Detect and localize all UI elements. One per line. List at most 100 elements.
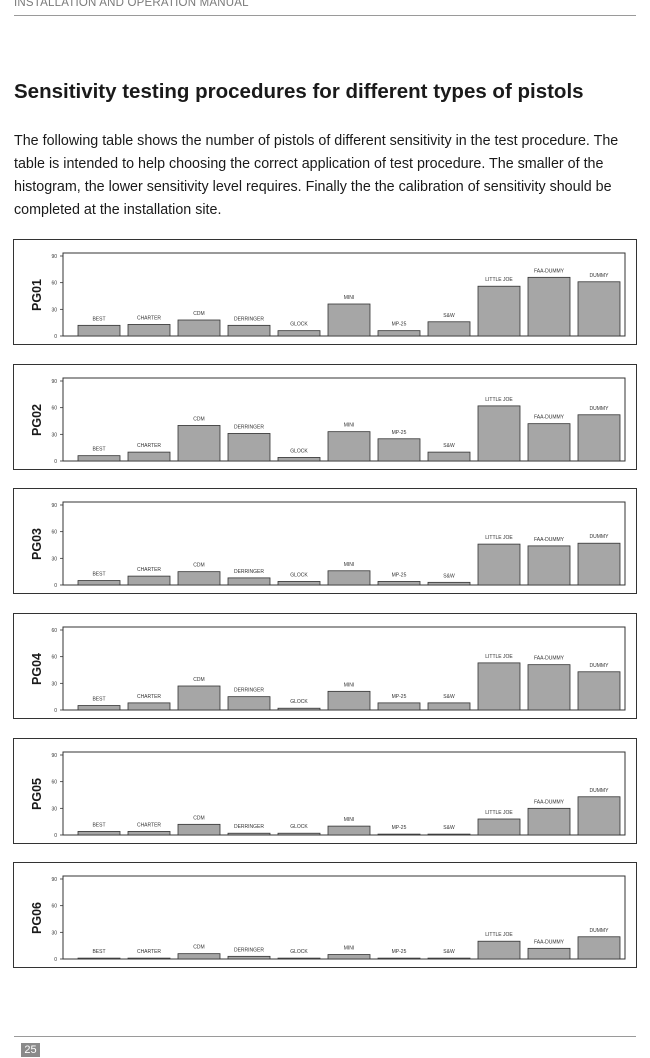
bar-faa-dummy (527, 423, 571, 462)
bar-little-joe (477, 543, 521, 586)
bar-faa-dummy (527, 545, 571, 586)
bar-label: DUMMY (590, 663, 610, 669)
bar-s-w (427, 581, 471, 586)
bar-dummy (577, 936, 621, 960)
bar-label: MINI (344, 295, 355, 301)
running-header: INSTALLATION AND OPERATION MANUAL (14, 0, 249, 9)
bar-label: S&W (443, 694, 455, 700)
bar-best (77, 957, 121, 960)
bar-cdm (177, 823, 221, 836)
bar-chart-pg06: PG06 0 30 60 90 BEST CHARTER CDM DERRINGER GLOCK M… (30, 875, 626, 963)
bar-label: MINI (344, 562, 355, 568)
y-tick-label: 90 (51, 877, 57, 883)
bar-label: CDM (193, 563, 204, 569)
bar-chart-pg05: PG05 0 30 60 90 BEST CHARTER CDM DERRINGER GLOCK M… (30, 751, 626, 839)
bar-label: DERRINGER (234, 569, 264, 575)
bar-label: GLOCK (290, 824, 308, 830)
bar-mp-25 (377, 438, 421, 462)
bar-dummy (577, 542, 621, 586)
bar-label: MP-25 (392, 322, 407, 328)
bar-label: GLOCK (290, 448, 308, 454)
y-tick-label: 60 (51, 281, 57, 287)
bar-charter (127, 831, 171, 836)
y-tick-label: 30 (51, 930, 57, 936)
bar-glock (277, 707, 321, 711)
bar-label: GLOCK (290, 949, 308, 955)
bar-label: CDM (193, 677, 204, 683)
bar-little-joe (477, 405, 521, 462)
bar-charter (127, 957, 171, 960)
bar-charter (127, 575, 171, 586)
y-tick-label: 30 (51, 806, 57, 812)
bar-dummy (577, 671, 621, 711)
bar-label: DERRINGER (234, 316, 264, 322)
footer-divider (14, 1036, 636, 1037)
chart-panel-pg06: PG06 0 30 60 90 BEST CHARTER CDM DERRINGER GLOCK M… (13, 862, 637, 968)
panel-title-pg01: PG01 (30, 279, 44, 311)
bar-label: DUMMY (590, 788, 610, 794)
bar-cdm (177, 425, 221, 462)
bar-little-joe (477, 285, 521, 337)
bar-derringer (227, 955, 271, 960)
bar-label: GLOCK (290, 322, 308, 328)
bar-label: BEST (92, 822, 105, 828)
bar-chart-pg02: PG02 0 30 60 90 BEST CHARTER CDM DERRINGER GLOCK M… (30, 377, 626, 465)
bar-mini (327, 431, 371, 462)
y-tick-label: 0 (54, 833, 57, 839)
bar-chart-pg03: PG03 0 30 60 90 BEST CHARTER CDM DERRINGER GLOCK M… (30, 501, 626, 589)
y-tick-label: 60 (51, 406, 57, 412)
bar-label: DUMMY (590, 534, 610, 540)
page-number: 25 (21, 1043, 40, 1057)
bar-best (77, 580, 121, 586)
y-tick-label: 60 (51, 780, 57, 786)
bar-label: FAA-DUMMY (534, 537, 565, 543)
bar-mp-25 (377, 702, 421, 711)
y-tick-label: 30 (51, 681, 57, 687)
bar-faa-dummy (527, 664, 571, 711)
y-tick-label: 0 (54, 334, 57, 340)
y-tick-label: 30 (51, 556, 57, 562)
y-tick-label: 0 (54, 583, 57, 589)
bar-mini (327, 690, 371, 711)
chart-panel-pg03: PG03 0 30 60 90 BEST CHARTER CDM DERRINGER GLOCK M… (13, 488, 637, 594)
bar-label: LITTLE JOE (485, 277, 513, 283)
bar-label: CHARTER (137, 822, 161, 828)
bar-derringer (227, 696, 271, 711)
bar-dummy (577, 414, 621, 462)
bar-best (77, 831, 121, 836)
bar-label: MP-25 (392, 949, 407, 955)
bar-glock (277, 330, 321, 337)
bar-label: MINI (344, 817, 355, 823)
bar-charter (127, 451, 171, 462)
bar-glock (277, 832, 321, 836)
bar-charter (127, 324, 171, 337)
bar-cdm (177, 319, 221, 337)
intro-paragraph: The following table shows the number of … (14, 133, 619, 218)
bar-label: CDM (193, 815, 204, 821)
chart-panel-pg01: PG01 0 30 60 90 BEST CHARTER CDM DERRINGER GLOCK M… (13, 239, 637, 345)
bar-label: LITTLE JOE (485, 810, 513, 816)
bar-derringer (227, 324, 271, 337)
bar-faa-dummy (527, 276, 571, 337)
bar-label: GLOCK (290, 699, 308, 705)
bar-mini (327, 570, 371, 586)
bar-label: LITTLE JOE (485, 535, 513, 541)
y-tick-label: 60 (51, 530, 57, 536)
bar-mini (327, 303, 371, 337)
y-tick-label: 60 (51, 904, 57, 910)
y-tick-label: 90 (51, 254, 57, 260)
y-tick-label: 90 (51, 503, 57, 509)
bar-dummy (577, 281, 621, 337)
bar-label: LITTLE JOE (485, 654, 513, 660)
bar-label: CDM (193, 416, 204, 422)
bar-label: GLOCK (290, 572, 308, 578)
bar-label: BEST (92, 316, 105, 322)
bar-glock (277, 457, 321, 462)
bar-label: CDM (193, 311, 204, 317)
panel-title-pg05: PG05 (30, 778, 44, 810)
bar-label: DUMMY (590, 273, 610, 279)
bar-label: CDM (193, 945, 204, 951)
bar-label: FAA-DUMMY (534, 656, 565, 662)
bar-mp-25 (377, 581, 421, 586)
bar-mini (327, 825, 371, 836)
